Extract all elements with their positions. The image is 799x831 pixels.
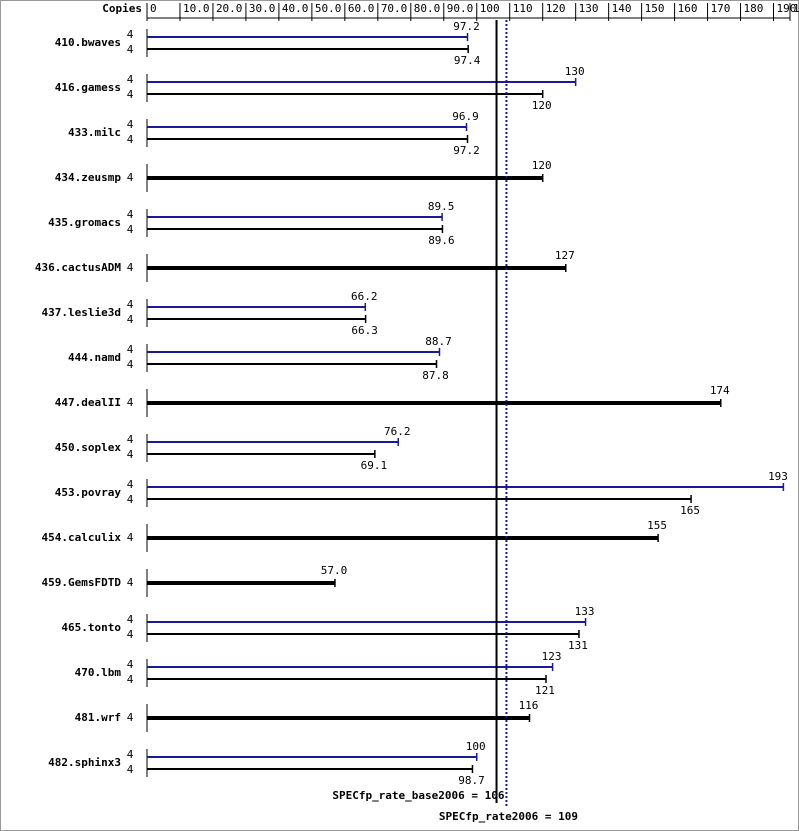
copies: 4 xyxy=(127,493,134,506)
copies: 4 xyxy=(127,343,134,356)
value-label: 66.2 xyxy=(351,290,378,303)
value-label: 76.2 xyxy=(384,425,411,438)
x-tick-label: 90.0 xyxy=(447,2,474,15)
value-label: 89.6 xyxy=(428,234,455,247)
copies: 4 xyxy=(127,208,134,221)
reference-label: SPECfp_rate_base2006 = 106 xyxy=(332,789,505,802)
value-label: 100 xyxy=(466,740,486,753)
value-label: 123 xyxy=(542,650,562,663)
value-label: 121 xyxy=(535,684,555,697)
x-tick-label: 0 xyxy=(150,2,157,15)
x-tick-label: 20.0 xyxy=(216,2,243,15)
copies: 4 xyxy=(127,673,134,686)
value-label: 87.8 xyxy=(422,369,449,382)
x-tick-label: 60.0 xyxy=(348,2,375,15)
value-label: 97.2 xyxy=(453,144,480,157)
reference-label: SPECfp_rate2006 = 109 xyxy=(439,810,578,823)
copies: 4 xyxy=(127,133,134,146)
copies: 4 xyxy=(127,358,134,371)
copies: 4 xyxy=(127,433,134,446)
value-label: 174 xyxy=(710,384,730,397)
copies: 4 xyxy=(127,88,134,101)
copies: 4 xyxy=(127,261,134,274)
copies: 4 xyxy=(127,118,134,131)
category-label: 481.wrf xyxy=(75,711,121,724)
value-label: 165 xyxy=(680,504,700,517)
value-label: 97.2 xyxy=(453,20,480,33)
value-label: 89.5 xyxy=(428,200,455,213)
category-label: 482.sphinx3 xyxy=(48,756,121,769)
category-label: 470.lbm xyxy=(75,666,122,679)
category-label: 459.GemsFDTD xyxy=(42,576,122,589)
copies: 4 xyxy=(127,43,134,56)
category-label: 437.leslie3d xyxy=(42,306,121,319)
copies: 4 xyxy=(127,448,134,461)
copies: 4 xyxy=(127,576,134,589)
value-label: 116 xyxy=(519,699,539,712)
copies: 4 xyxy=(127,478,134,491)
category-label: 410.bwaves xyxy=(55,36,121,49)
x-tick-label: 110 xyxy=(513,2,533,15)
x-tick-label: 120 xyxy=(546,2,566,15)
copies: 4 xyxy=(127,396,134,409)
copies: 4 xyxy=(127,171,134,184)
x-tick-label: 130 xyxy=(579,2,599,15)
copies: 4 xyxy=(127,711,134,724)
copies: 4 xyxy=(127,763,134,776)
category-label: 444.namd xyxy=(68,351,121,364)
value-label: 127 xyxy=(555,249,575,262)
category-label: 453.povray xyxy=(55,486,122,499)
category-label: 450.soplex xyxy=(55,441,122,454)
category-label: 465.tonto xyxy=(61,621,121,634)
x-tick-label: 30.0 xyxy=(249,2,276,15)
copies: 4 xyxy=(127,73,134,86)
category-label: 435.gromacs xyxy=(48,216,121,229)
value-label: 69.1 xyxy=(361,459,388,472)
x-tick-label: 80.0 xyxy=(414,2,441,15)
x-tick-label: 190 xyxy=(777,2,797,15)
value-label: 57.0 xyxy=(321,564,348,577)
copies: 4 xyxy=(127,658,134,671)
axis-label: Copies xyxy=(102,2,142,15)
value-label: 133 xyxy=(575,605,595,618)
category-label: 447.dealII xyxy=(55,396,121,409)
value-label: 120 xyxy=(532,99,552,112)
value-label: 98.7 xyxy=(458,774,485,787)
value-label: 155 xyxy=(647,519,667,532)
value-label: 66.3 xyxy=(351,324,378,337)
x-tick-label: 50.0 xyxy=(315,2,342,15)
x-tick-label: 140 xyxy=(612,2,632,15)
x-tick-label: 70.0 xyxy=(381,2,408,15)
x-tick-label: 10.0 xyxy=(183,2,210,15)
x-tick-label: 170 xyxy=(711,2,731,15)
category-label: 454.calculix xyxy=(42,531,122,544)
copies: 4 xyxy=(127,628,134,641)
x-tick-label: 40.0 xyxy=(282,2,309,15)
copies: 4 xyxy=(127,223,134,236)
copies: 4 xyxy=(127,748,134,761)
copies: 4 xyxy=(127,28,134,41)
category-label: 416.gamess xyxy=(55,81,121,94)
category-label: 433.milc xyxy=(68,126,121,139)
x-tick-label: 150 xyxy=(645,2,665,15)
value-label: 97.4 xyxy=(454,54,481,67)
copies: 4 xyxy=(127,298,134,311)
value-label: 193 xyxy=(768,470,788,483)
value-label: 130 xyxy=(565,65,585,78)
value-label: 131 xyxy=(568,639,588,652)
x-tick-label: 100 xyxy=(480,2,500,15)
value-label: 88.7 xyxy=(425,335,452,348)
category-label: 436.cactusADM xyxy=(35,261,121,274)
category-label: 434.zeusmp xyxy=(55,171,122,184)
copies: 4 xyxy=(127,531,134,544)
copies: 4 xyxy=(127,613,134,626)
x-tick-label: 160 xyxy=(678,2,698,15)
value-label: 120 xyxy=(532,159,552,172)
x-tick-label: 180 xyxy=(744,2,764,15)
x-tick-label: 195 xyxy=(793,2,799,15)
value-label: 96.9 xyxy=(452,110,479,123)
copies: 4 xyxy=(127,313,134,326)
